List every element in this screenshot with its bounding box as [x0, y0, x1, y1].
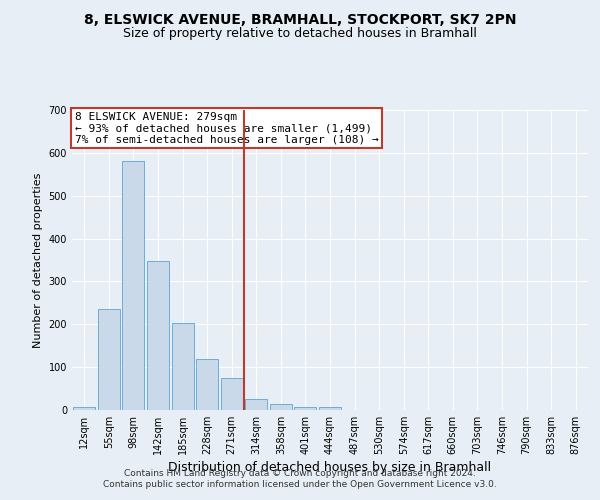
Bar — [98, 310, 120, 410]
Bar — [147, 261, 169, 410]
Bar — [122, 162, 145, 410]
Bar — [295, 406, 316, 410]
Bar — [245, 400, 268, 410]
Bar — [172, 323, 194, 410]
Y-axis label: Number of detached properties: Number of detached properties — [33, 172, 43, 348]
Text: 8, ELSWICK AVENUE, BRAMHALL, STOCKPORT, SK7 2PN: 8, ELSWICK AVENUE, BRAMHALL, STOCKPORT, … — [84, 12, 516, 26]
Bar — [319, 406, 341, 410]
Text: Contains public sector information licensed under the Open Government Licence v3: Contains public sector information licen… — [103, 480, 497, 489]
Text: 8 ELSWICK AVENUE: 279sqm
← 93% of detached houses are smaller (1,499)
7% of semi: 8 ELSWICK AVENUE: 279sqm ← 93% of detach… — [74, 112, 379, 144]
Bar — [73, 406, 95, 410]
Text: Size of property relative to detached houses in Bramhall: Size of property relative to detached ho… — [123, 28, 477, 40]
Bar — [196, 360, 218, 410]
Bar — [270, 404, 292, 410]
X-axis label: Distribution of detached houses by size in Bramhall: Distribution of detached houses by size … — [169, 461, 491, 474]
Text: Contains HM Land Registry data © Crown copyright and database right 2024.: Contains HM Land Registry data © Crown c… — [124, 468, 476, 477]
Bar — [221, 378, 243, 410]
